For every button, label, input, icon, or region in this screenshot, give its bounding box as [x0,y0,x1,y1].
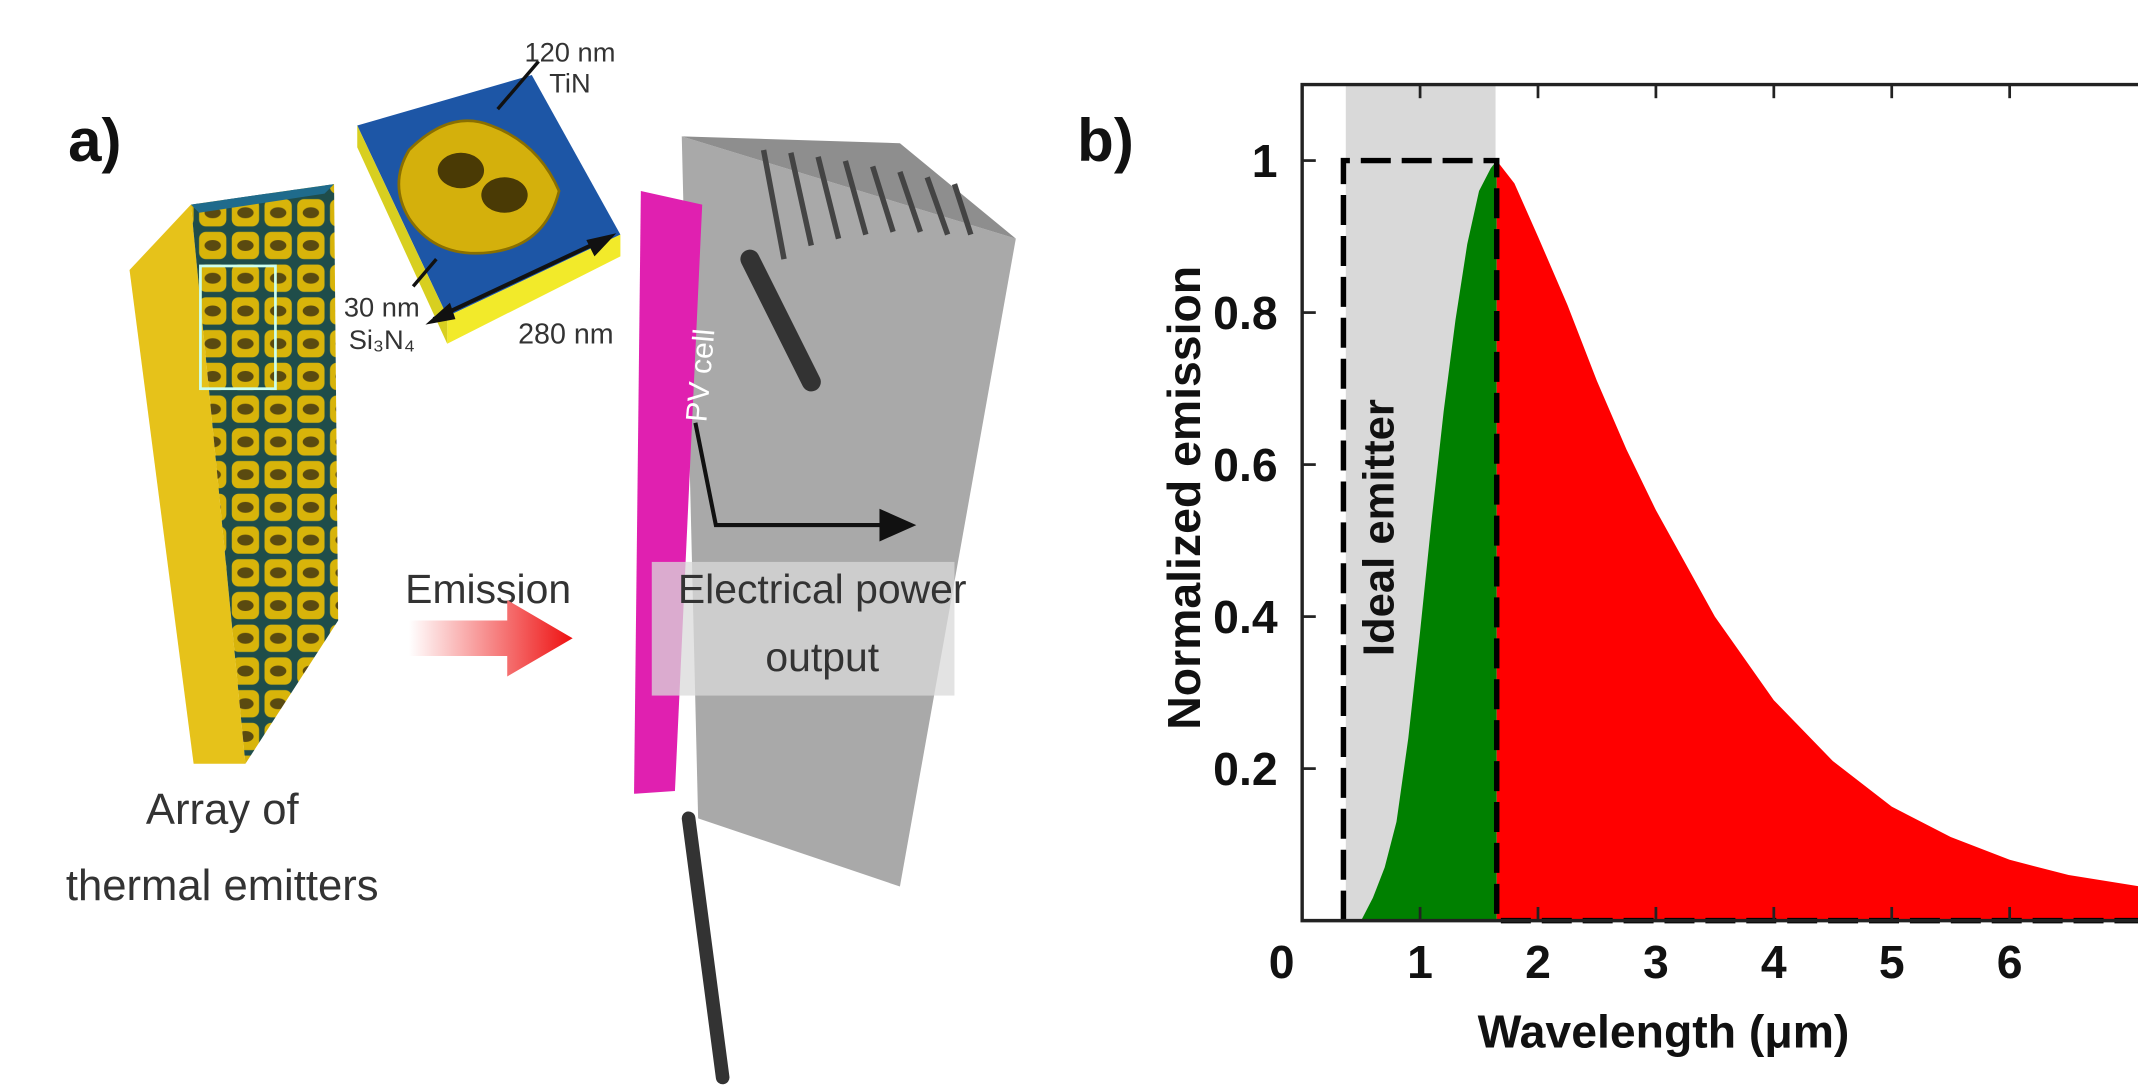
x-tick-label: 0 [1269,936,1295,988]
label: thermal emitters [66,862,379,910]
label: Si₃N₄ [349,324,415,355]
x-tick-label: 4 [1761,936,1787,988]
panel-label: b) [1077,107,1134,174]
y-axis-label: Normalized emission [1158,266,1210,730]
hole [481,177,527,212]
label: 120 nm [524,36,615,67]
figure: a) 120 nm TiN 30 nm Si₃N₄ 280 nm PV cell… [0,0,2138,1087]
label: Electrical power [678,566,967,612]
x-tick-label: 1 [1407,936,1433,988]
y-tick-label: 0.8 [1213,287,1277,339]
series-label: Ideal emitter [1356,399,1404,656]
label: TiN [549,68,590,99]
label: 280 nm [518,319,613,351]
x-tick-label: 3 [1643,936,1669,988]
label: Emission [405,566,571,612]
x-tick-label: 5 [1879,936,1905,988]
panel-label: a) [68,107,121,174]
label: Array of [146,786,300,834]
x-axis-label: Wavelength (μm) [1478,1005,1850,1057]
y-tick-label: 0.4 [1213,591,1278,643]
panel-b: b) Normalized emission Wavelength (μm) I… [1077,85,2138,1058]
hole [438,153,484,188]
label: output [765,634,879,680]
y-tick-label: 0.2 [1213,743,1277,795]
panel-a: a) 120 nm TiN 30 nm Si₃N₄ 280 nm PV cell… [66,36,1016,1077]
rod [689,818,723,1077]
y-tick-label: 0.6 [1213,439,1277,491]
x-tick-label: 6 [1997,936,2023,988]
x-tick-label: 2 [1525,936,1551,988]
area [1497,161,2138,921]
label: 30 nm [344,291,420,322]
y-tick-label: 1 [1252,135,1278,187]
heat-sink [682,136,1016,886]
